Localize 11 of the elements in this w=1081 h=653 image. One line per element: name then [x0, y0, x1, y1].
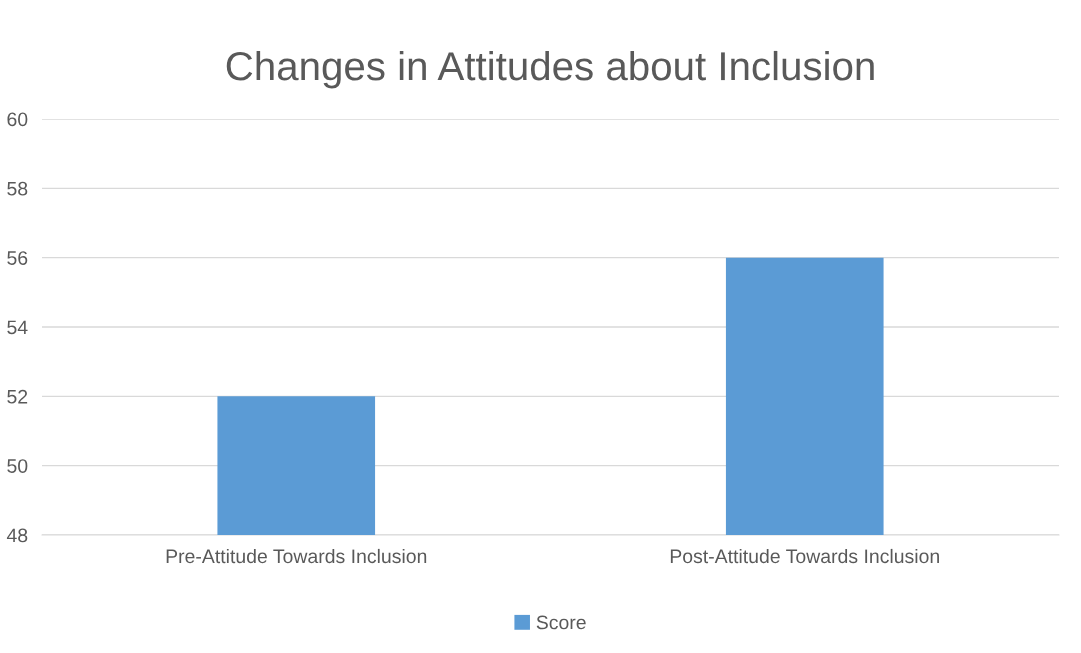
y-tick-label: 50 — [7, 459, 28, 473]
y-tick-label: 58 — [7, 181, 28, 196]
x-tick-label: Post-Attitude Towards Inclusion — [670, 548, 939, 564]
x-tick-label: Pre-Attitude Towards Inclusion — [166, 548, 427, 564]
y-tick-label: 52 — [7, 389, 28, 404]
y-tick-label: 54 — [7, 320, 28, 335]
y-tick-label: 56 — [7, 251, 28, 265]
y-tick-label: 60 — [7, 112, 28, 127]
chart-title: Changes in Attitudes about Inclusion — [226, 50, 874, 89]
legend-label: Score — [536, 615, 586, 630]
y-tick-label: 48 — [6, 528, 28, 543]
